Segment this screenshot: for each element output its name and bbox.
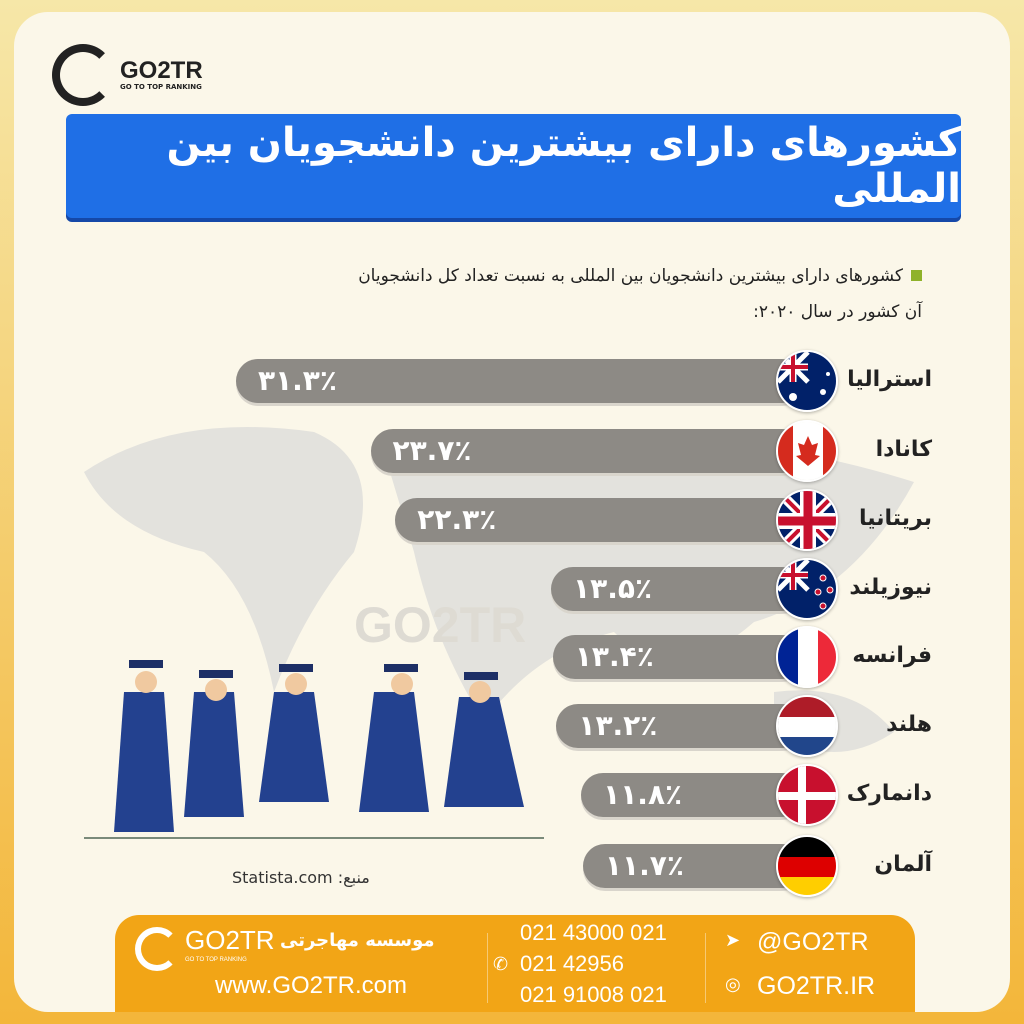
footer-logo-icon <box>135 927 179 971</box>
data-label: ۱۳.۲٪ <box>578 709 658 742</box>
data-label: ۱۳.۵٪ <box>573 572 653 605</box>
bar: ۱۳.۲٪ <box>556 704 804 748</box>
germany-flag-icon <box>776 835 838 897</box>
category-label: بریتانیا <box>859 506 932 531</box>
website-link[interactable]: www.GO2TR.com <box>215 972 408 999</box>
bar: ۱۱.۷٪ <box>582 844 804 888</box>
page-title: کشورهای دارای بیشترین دانشجویان بین المل… <box>66 114 961 218</box>
category-label: نیوزیلند <box>849 575 932 600</box>
footer-tagline: GO TO TOP RANKING <box>185 957 247 963</box>
australia-flag-icon <box>776 350 838 412</box>
phone-1[interactable]: 021 43000 021 <box>520 920 667 945</box>
category-label: استرالیا <box>847 367 932 392</box>
new-zealand-flag-icon <box>776 558 838 620</box>
category-label: کانادا <box>875 437 932 462</box>
bar: ۱۳.۴٪ <box>552 635 804 679</box>
telegram-link[interactable]: @GO2TR <box>757 928 869 956</box>
graduates-illustration <box>84 660 544 839</box>
bar: ۲۲.۳٪ <box>395 498 804 542</box>
phone-2[interactable]: 021 42956 <box>520 951 624 976</box>
divider <box>705 933 706 1003</box>
logo: GO2TR GO TO TOP RANKING <box>52 44 203 106</box>
data-label: ۲۳.۷٪ <box>392 434 472 467</box>
subtitle-line-1: کشورهای دارای بیشترین دانشجویان بین المل… <box>358 266 903 286</box>
footer-institute: موسسه مهاجرتی <box>280 930 435 951</box>
watermark: GO2TR <box>354 597 527 653</box>
divider <box>487 933 488 1003</box>
canada-flag-icon <box>776 420 838 482</box>
data-label: ۲۲.۳٪ <box>417 503 497 536</box>
chart-subtitle: کشورهای دارای بیشترین دانشجویان بین المل… <box>182 258 922 330</box>
netherlands-flag-icon <box>776 695 838 757</box>
subtitle-line-2: آن کشور در سال ۲۰۲۰: <box>753 302 922 322</box>
category-label: دانمارک <box>846 781 932 806</box>
bar: ۲۳.۷٪ <box>370 429 804 473</box>
bar: ۳۱.۳٪ <box>235 359 804 403</box>
logo-text: GO2TR <box>120 56 203 84</box>
phone-3[interactable]: 021 91008 021 <box>520 982 667 1007</box>
telegram-icon: ➤ <box>725 930 741 950</box>
source-note: منبع: Statista.com <box>232 868 370 887</box>
denmark-flag-icon <box>776 764 838 826</box>
data-label: ۱۱.۷٪ <box>604 849 684 882</box>
data-label: ۱۱.۸٪ <box>603 778 683 811</box>
instagram-link[interactable]: GO2TR.IR <box>757 972 876 1000</box>
infographic-card: GO2TR GO TO TOP RANKING کشورهای دارای بی… <box>14 12 1010 1012</box>
logo-tagline: GO TO TOP RANKING <box>120 82 202 91</box>
phone-icon: ✆ <box>493 954 509 974</box>
bar: ۱۳.۵٪ <box>551 567 804 611</box>
france-flag-icon <box>776 626 838 688</box>
uk-flag-icon <box>776 489 838 551</box>
footer: GO2TR GO TO TOP RANKING موسسه مهاجرتی ww… <box>115 915 915 1012</box>
data-label: ۱۳.۴٪ <box>574 640 654 673</box>
category-label: فرانسه <box>852 643 932 668</box>
logo-icon <box>52 44 114 106</box>
category-label: آلمان <box>874 852 932 877</box>
bar: ۱۱.۸٪ <box>581 773 804 817</box>
instagram-icon: ◎ <box>725 974 741 994</box>
data-label: ۳۱.۳٪ <box>257 364 337 397</box>
footer-brand: GO2TR <box>185 925 275 955</box>
bullet-icon <box>911 270 922 281</box>
category-label: هلند <box>886 712 932 737</box>
